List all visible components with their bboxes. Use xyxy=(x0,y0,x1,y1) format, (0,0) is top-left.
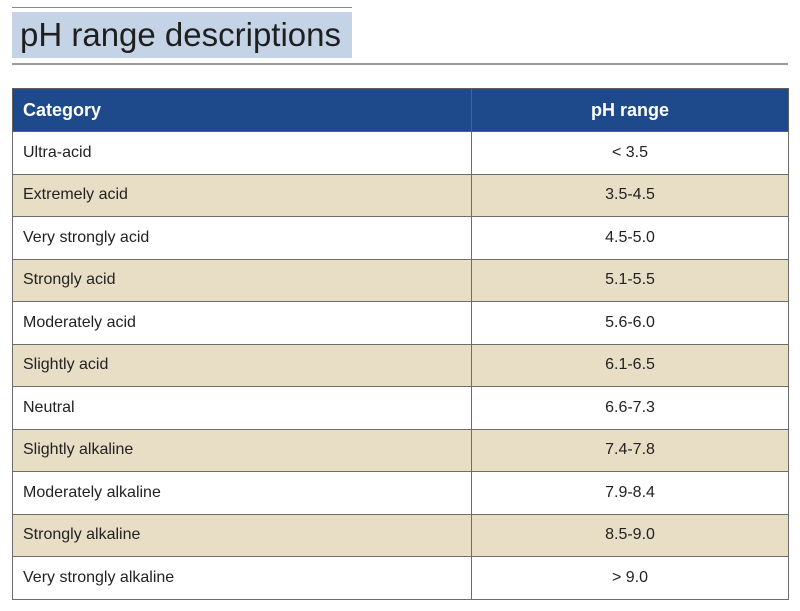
ph-range-cell: 6.1-6.5 xyxy=(471,343,789,387)
ph-range-cell: > 9.0 xyxy=(471,556,789,600)
table-row: Slightly alkaline 7.4-7.8 xyxy=(12,428,789,472)
table-row: Strongly alkaline 8.5-9.0 xyxy=(12,513,789,557)
table-row: Neutral 6.6-7.3 xyxy=(12,386,789,430)
category-cell: Slightly alkaline xyxy=(12,428,472,472)
category-cell: Strongly alkaline xyxy=(12,513,472,557)
ph-range-cell: 7.4-7.8 xyxy=(471,428,789,472)
category-cell: Very strongly acid xyxy=(12,216,472,260)
category-cell: Moderately alkaline xyxy=(12,471,472,515)
table-row: Moderately alkaline 7.9-8.4 xyxy=(12,471,789,515)
ph-range-cell: 5.1-5.5 xyxy=(471,258,789,302)
title-banner: pH range descriptions xyxy=(12,12,352,58)
ph-range-cell: < 3.5 xyxy=(471,131,789,175)
table-row: Moderately acid 5.6-6.0 xyxy=(12,301,789,345)
top-rule xyxy=(12,7,352,8)
ph-range-cell: 8.5-9.0 xyxy=(471,513,789,557)
ph-range-cell: 6.6-7.3 xyxy=(471,386,789,430)
category-cell: Slightly acid xyxy=(12,343,472,387)
ph-range-cell: 5.6-6.0 xyxy=(471,301,789,345)
ph-range-cell: 3.5-4.5 xyxy=(471,173,789,217)
ph-range-cell: 7.9-8.4 xyxy=(471,471,789,515)
column-header-category: Category xyxy=(12,88,472,132)
table-row: Very strongly acid 4.5-5.0 xyxy=(12,216,789,260)
category-cell: Moderately acid xyxy=(12,301,472,345)
category-cell: Strongly acid xyxy=(12,258,472,302)
table-row: Slightly acid 6.1-6.5 xyxy=(12,343,789,387)
page-title: pH range descriptions xyxy=(20,16,342,53)
table-row: Strongly acid 5.1-5.5 xyxy=(12,258,789,302)
table-row: Very strongly alkaline > 9.0 xyxy=(12,556,789,600)
ph-range-table: Category pH range Ultra-acid < 3.5 Extre… xyxy=(12,88,789,600)
table-row: Extremely acid 3.5-4.5 xyxy=(12,173,789,217)
category-cell: Very strongly alkaline xyxy=(12,556,472,600)
ph-range-cell: 4.5-5.0 xyxy=(471,216,789,260)
category-cell: Ultra-acid xyxy=(12,131,472,175)
title-divider xyxy=(12,63,788,65)
category-cell: Extremely acid xyxy=(12,173,472,217)
table-row: Ultra-acid < 3.5 xyxy=(12,131,789,175)
column-header-ph-range: pH range xyxy=(471,88,789,132)
category-cell: Neutral xyxy=(12,386,472,430)
table-header-row: Category pH range xyxy=(12,88,789,132)
